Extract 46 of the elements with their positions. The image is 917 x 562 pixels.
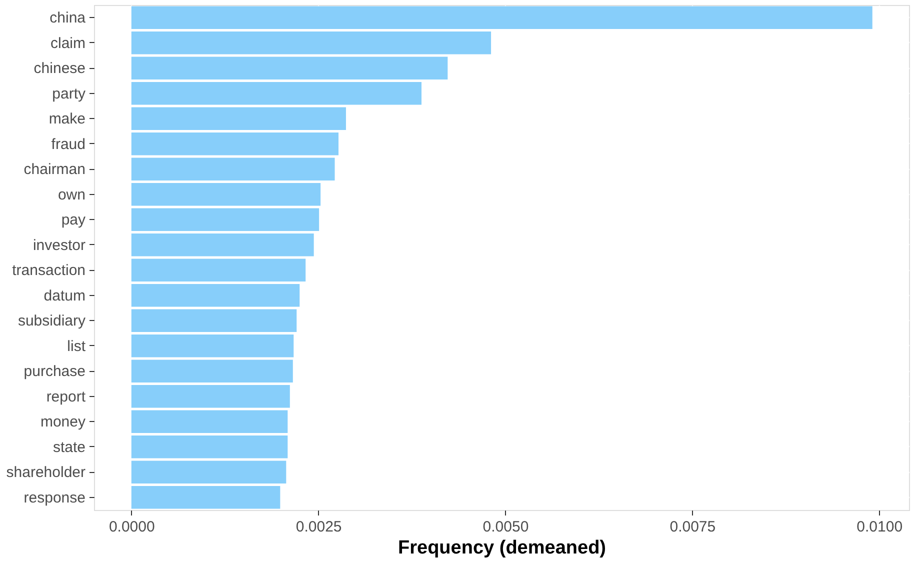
y-tick-label: own [58, 186, 86, 204]
y-tick-label: money [40, 414, 86, 431]
y-tick-label: investor [32, 236, 86, 254]
bar [131, 410, 288, 433]
y-tick-label: party [52, 85, 86, 102]
bar [131, 309, 297, 332]
y-tick-label: pay [61, 212, 86, 229]
x-tick-label: 0.0100 [856, 518, 903, 536]
y-tick-label: transaction [12, 262, 86, 280]
bar [131, 334, 294, 358]
bar [131, 284, 300, 307]
y-tick-label: chairman [24, 161, 86, 178]
bar [131, 436, 288, 458]
bar [131, 158, 335, 180]
bar [131, 132, 338, 156]
y-tick-label: list [67, 338, 86, 355]
bar [131, 208, 320, 231]
bar [131, 107, 346, 130]
x-tick-label: 0.0050 [482, 518, 529, 536]
x-tick-label: 0.0075 [670, 518, 716, 536]
bar [131, 183, 321, 206]
y-tick-label: response [24, 489, 86, 506]
bar [131, 385, 290, 408]
bar [131, 32, 492, 54]
y-tick-label: datum [44, 287, 86, 304]
y-tick-label: report [46, 388, 86, 406]
y-tick-label: subsidiary [18, 312, 86, 330]
y-tick-label: purchase [24, 363, 86, 380]
y-tick-label: fraud [51, 136, 86, 153]
bar [131, 6, 872, 29]
x-tick-label: 0.0000 [108, 518, 155, 536]
bar [131, 486, 280, 509]
y-tick-label: claim [50, 34, 86, 52]
x-tick-label: 0.0025 [296, 518, 342, 536]
bar [131, 258, 306, 282]
bar [131, 82, 422, 105]
x-axis-title: Frequency (demeaned) [398, 538, 606, 558]
y-tick-label: shareholder [6, 464, 86, 482]
bar [131, 360, 293, 382]
bar [131, 234, 314, 256]
y-tick-label: china [50, 10, 86, 27]
y-tick-label: chinese [34, 60, 86, 78]
y-tick-label: state [52, 438, 86, 456]
bar [131, 56, 448, 80]
y-tick-label: make [48, 110, 86, 128]
bar [131, 460, 286, 484]
